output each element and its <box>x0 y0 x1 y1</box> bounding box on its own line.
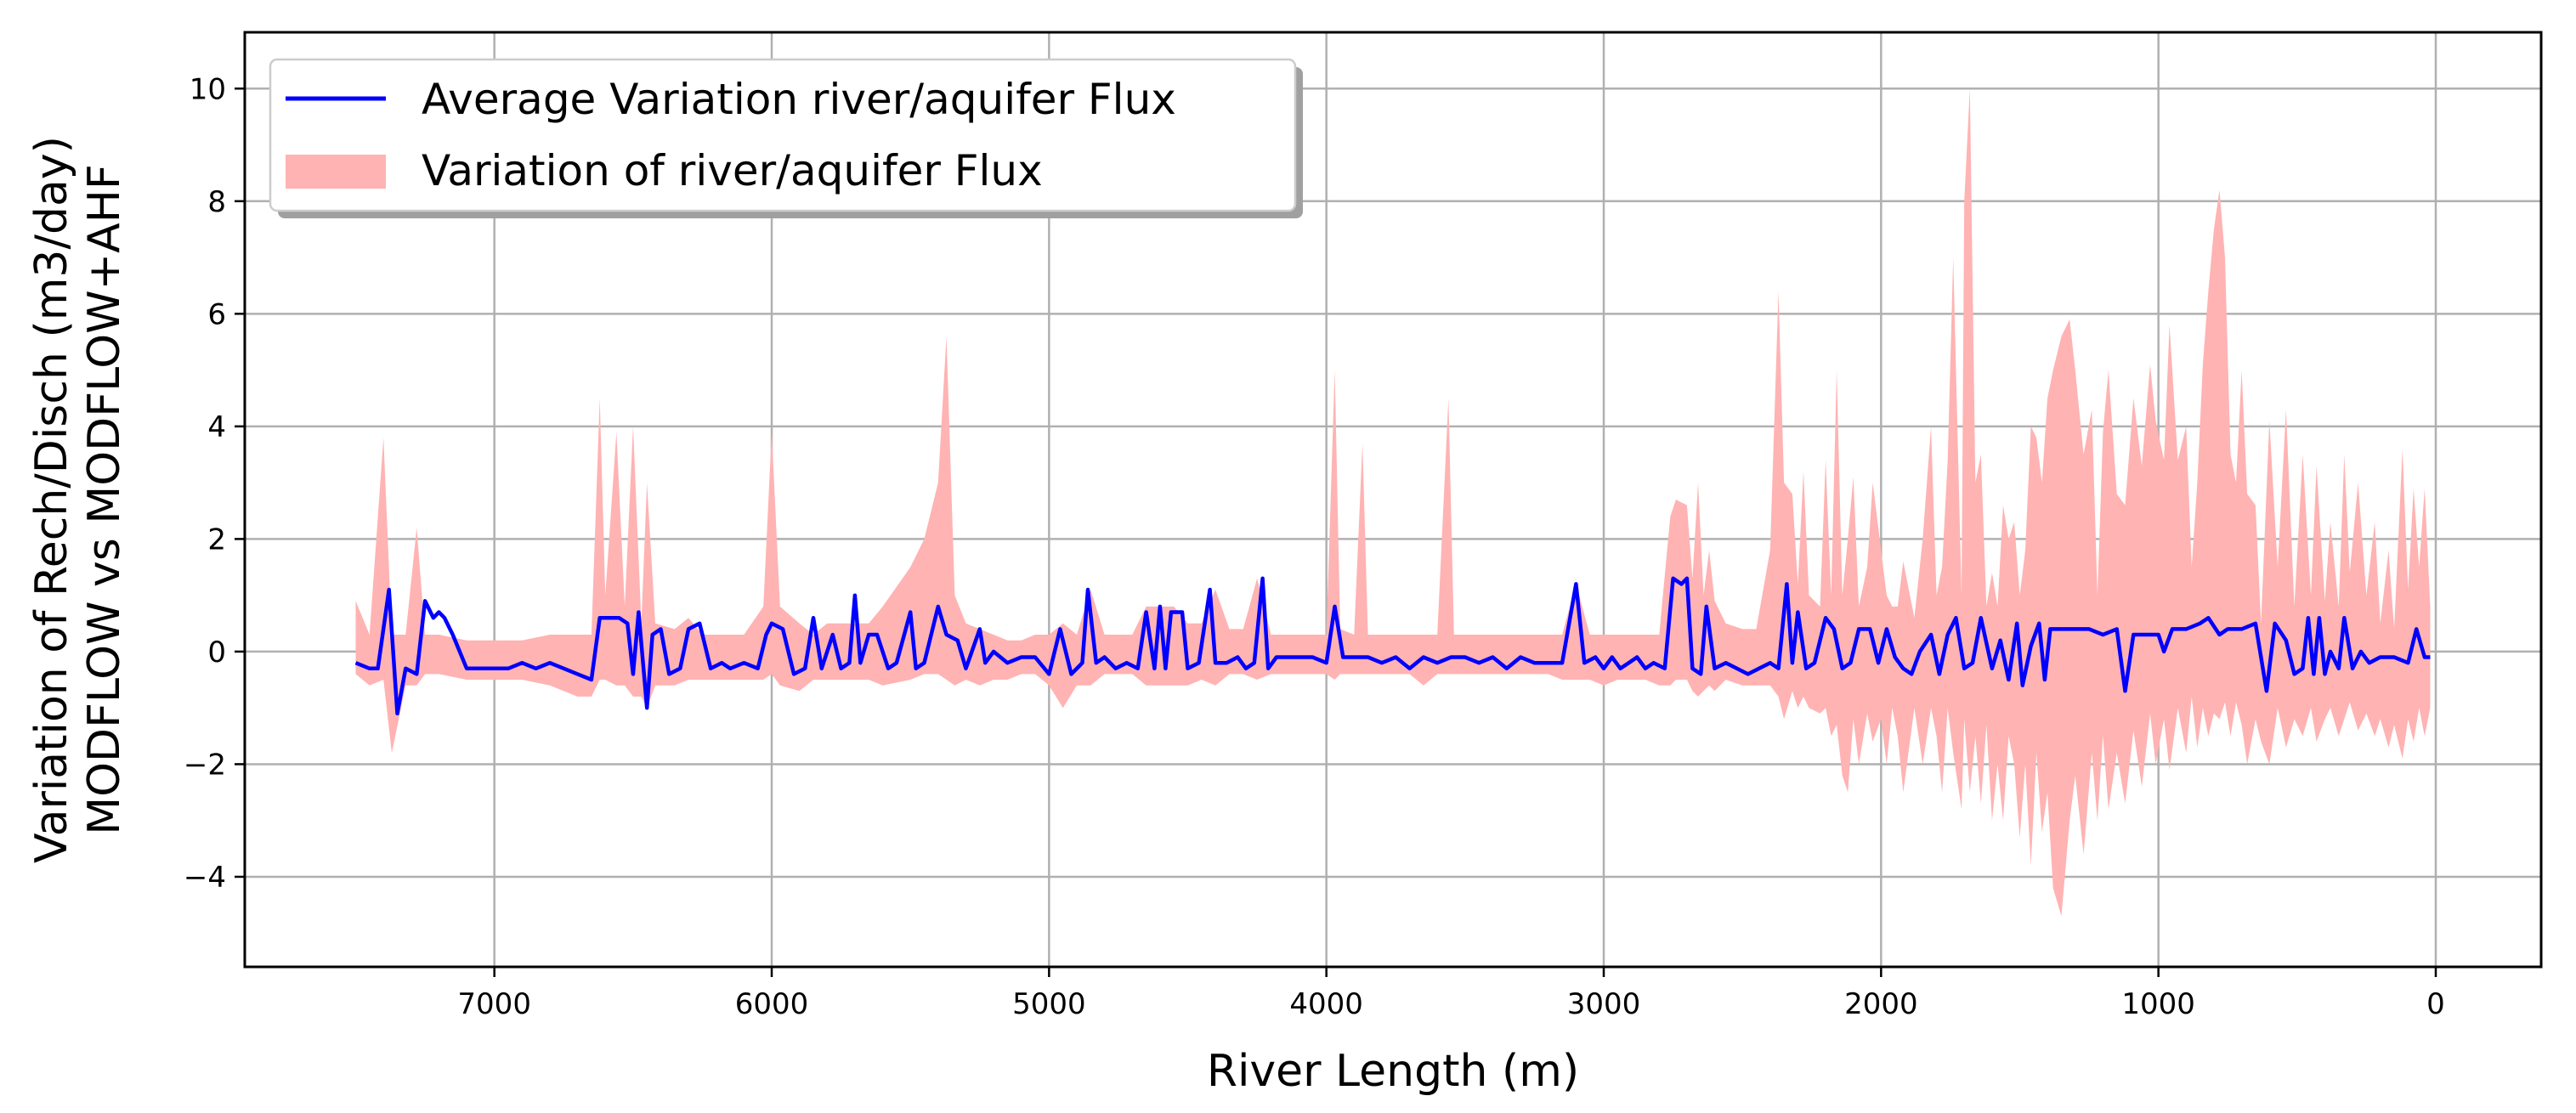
legend-box <box>269 58 1297 212</box>
x-tick-label: 0 <box>2426 987 2445 1021</box>
series-line-average-flux <box>354 576 2431 716</box>
legend-label-flux-variation: Variation of river/aquifer Flux <box>422 146 1043 195</box>
y-axis-ticks: −4 −2 0 2 4 6 8 10 <box>184 72 245 895</box>
average-flux-line-layer <box>354 576 2431 716</box>
y-tick-label: 10 <box>190 72 226 106</box>
plot-frame <box>243 31 2543 969</box>
x-tick-label: 6000 <box>735 987 809 1021</box>
x-tick-label: 2000 <box>1844 987 1918 1021</box>
legend-label-average-flux: Average Variation river/aquifer Flux <box>422 75 1176 124</box>
x-tick-label: 1000 <box>2121 987 2195 1021</box>
legend-swatch-flux-variation <box>286 155 386 189</box>
y-axis-label-line-2: MODFLOW vs MODFLOW+AHF <box>79 164 130 835</box>
y-tick-label: 4 <box>207 410 226 444</box>
series-band-flux-variation <box>355 88 2431 917</box>
y-axis-label: Variation of Rech/Disch (m3/day) MODFLOW… <box>26 136 130 863</box>
legend: Average Variation river/aquifer Flux Var… <box>269 58 1303 218</box>
y-tick-label: −4 <box>184 861 226 895</box>
x-tick-label: 3000 <box>1567 987 1641 1021</box>
x-axis-ticks: 7000 6000 5000 4000 3000 2000 1000 0 <box>457 967 2445 1021</box>
x-axis-label: River Length (m) <box>1207 1046 1579 1097</box>
y-tick-label: 8 <box>207 185 226 219</box>
y-tick-label: −2 <box>184 748 226 782</box>
x-tick-label: 7000 <box>457 987 531 1021</box>
y-tick-label: 0 <box>207 636 226 669</box>
y-tick-label: 6 <box>207 297 226 331</box>
x-tick-label: 4000 <box>1289 987 1363 1021</box>
flux-variation-band-layer <box>355 88 2431 917</box>
y-axis-label-line-1: Variation of Rech/Disch (m3/day) <box>26 136 77 863</box>
y-tick-label: 2 <box>207 523 226 556</box>
x-tick-label: 5000 <box>1012 987 1086 1021</box>
